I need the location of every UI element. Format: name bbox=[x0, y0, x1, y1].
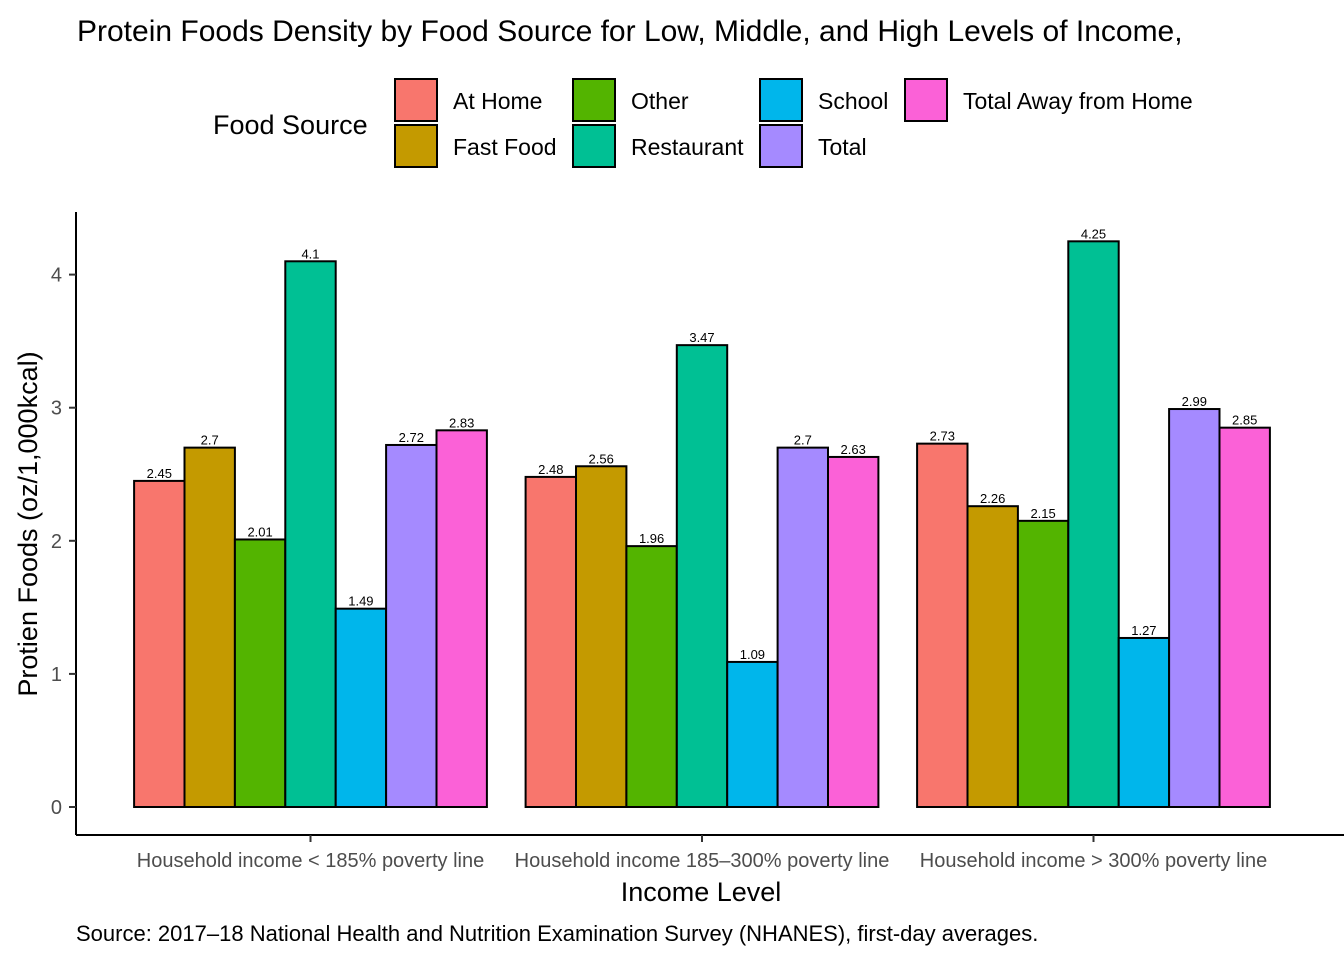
data-label-restaurant-group-3: 4.25 bbox=[1081, 226, 1106, 241]
y-tick-label: 0 bbox=[51, 797, 62, 819]
bar-at-home-group-2 bbox=[524, 475, 577, 808]
y-tick-label: 4 bbox=[51, 265, 62, 287]
bar-fast-food-group-1 bbox=[183, 446, 236, 808]
legend-key-other bbox=[572, 78, 616, 122]
bar-other-group-2 bbox=[625, 545, 678, 809]
legend-label-total: Total bbox=[818, 134, 867, 160]
data-label-at-home-group-2: 2.48 bbox=[538, 462, 563, 477]
data-label-total-away-from-home-group-3: 2.85 bbox=[1232, 413, 1257, 428]
data-label-total-group-2: 2.7 bbox=[794, 433, 812, 448]
data-label-restaurant-group-2: 3.47 bbox=[689, 330, 714, 345]
plot-area: 2.45 2.7 2.01 4.1 1.49 2.72 2.83 2.48 2.56 1.96 3.… bbox=[133, 226, 1271, 809]
bar-total-group-1 bbox=[385, 443, 438, 808]
bar-fast-food-group-2 bbox=[575, 465, 628, 808]
bar-total-away-from-home-group-1 bbox=[435, 429, 488, 808]
bar-school-group-1 bbox=[334, 607, 388, 809]
chart-title: Protein Foods Density by Food Source for… bbox=[77, 15, 1183, 48]
y-axis: 0 1 2 3 4 bbox=[51, 265, 76, 819]
data-label-total-away-from-home-group-2: 2.63 bbox=[841, 442, 866, 457]
bar-other-group-1 bbox=[233, 538, 287, 808]
data-label-fast-food-group-2: 2.56 bbox=[589, 451, 614, 466]
legend-key-school bbox=[759, 78, 803, 122]
data-label-fast-food-group-1: 2.7 bbox=[201, 433, 219, 448]
legend-key-total-away-from-home bbox=[904, 78, 948, 122]
y-tick-label: 1 bbox=[51, 664, 62, 686]
bar-at-home-group-1 bbox=[133, 479, 186, 808]
x-tick-label: Household income > 300% poverty line bbox=[920, 850, 1267, 872]
legend-label-other: Other bbox=[631, 88, 689, 114]
y-tick-label: 3 bbox=[51, 398, 62, 420]
caption: Source: 2017–18 National Health and Nutr… bbox=[76, 921, 1038, 946]
legend-label-fast-food: Fast Food bbox=[453, 134, 557, 160]
legend-key-restaurant bbox=[572, 124, 616, 168]
data-label-other-group-1: 2.01 bbox=[247, 524, 272, 539]
bar-total-away-from-home-group-3 bbox=[1218, 426, 1271, 808]
y-tick-label: 2 bbox=[51, 531, 62, 553]
legend-key-fast-food bbox=[394, 124, 438, 168]
bar-school-group-2 bbox=[726, 660, 779, 809]
legend-key-total bbox=[759, 124, 803, 168]
bar-total-group-3 bbox=[1168, 408, 1221, 808]
data-label-at-home-group-1: 2.45 bbox=[147, 466, 172, 481]
bar-restaurant-group-1 bbox=[284, 260, 337, 809]
data-label-restaurant-group-1: 4.1 bbox=[301, 246, 319, 261]
data-label-school-group-1: 1.49 bbox=[348, 594, 373, 609]
x-axis-title: Income Level bbox=[621, 877, 782, 907]
data-label-other-group-2: 1.96 bbox=[639, 531, 664, 546]
data-label-school-group-2: 1.09 bbox=[740, 647, 765, 662]
bar-fast-food-group-3 bbox=[966, 505, 1019, 808]
data-label-total-away-from-home-group-1: 2.83 bbox=[449, 415, 474, 430]
data-label-school-group-3: 1.27 bbox=[1131, 623, 1156, 638]
legend-label-school: School bbox=[818, 88, 888, 114]
x-tick-label: Household income < 185% poverty line bbox=[137, 850, 484, 872]
legend-label-total-away-from-home: Total Away from Home bbox=[963, 88, 1193, 114]
x-tick-label: Household income 185–300% poverty line bbox=[515, 850, 890, 872]
legend-label-restaurant: Restaurant bbox=[631, 134, 744, 160]
x-axis: Household income < 185% poverty line Hous… bbox=[137, 835, 1267, 872]
bar-restaurant-group-2 bbox=[675, 344, 729, 808]
bar-total-group-2 bbox=[776, 446, 829, 808]
legend-label-at-home: At Home bbox=[453, 88, 542, 114]
bar-total-away-from-home-group-2 bbox=[827, 455, 880, 808]
data-label-total-group-1: 2.72 bbox=[399, 430, 424, 445]
legend-title: Food Source bbox=[213, 110, 368, 140]
legend-key-at-home bbox=[394, 78, 438, 122]
data-label-other-group-3: 2.15 bbox=[1030, 506, 1055, 521]
legend: Food Source At Home Fast Food Other Restaur… bbox=[213, 78, 1193, 168]
bar-at-home-group-3 bbox=[916, 442, 969, 808]
data-label-fast-food-group-3: 2.26 bbox=[980, 491, 1005, 506]
bar-school-group-3 bbox=[1117, 636, 1171, 809]
y-axis-title: Protien Foods (oz/1,000kcal) bbox=[13, 351, 43, 696]
data-label-total-group-3: 2.99 bbox=[1182, 394, 1207, 409]
bar-restaurant-group-3 bbox=[1067, 240, 1120, 808]
bar-other-group-3 bbox=[1016, 519, 1070, 809]
data-label-at-home-group-3: 2.73 bbox=[930, 429, 955, 444]
